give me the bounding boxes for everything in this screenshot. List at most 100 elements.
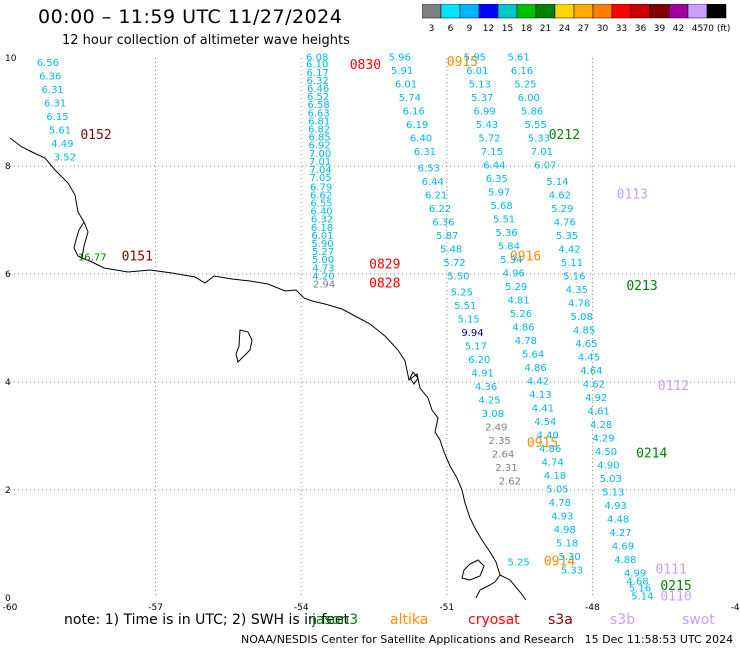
wave-height-value: 4.45 [578, 352, 600, 363]
wave-height-value: 6.81 [308, 116, 330, 127]
wave-height-value: 6.92 [308, 141, 330, 152]
satellite-s3b: s3b [610, 612, 636, 628]
wave-height-value: 5.05 [546, 485, 568, 496]
wave-height-value: 5.29 [551, 204, 573, 215]
wave-height-value: 5.48 [440, 244, 462, 255]
wave-height-value: 5.27 [312, 247, 334, 258]
wave-height-value: 5.96 [389, 53, 411, 64]
wave-height-value: 4.74 [541, 458, 563, 469]
wave-height-value: 5.90 [311, 239, 333, 250]
wave-height-value: 7.05 [309, 173, 331, 184]
wave-height-value: 6.36 [432, 217, 454, 228]
track-pass-label: 0828 [369, 277, 400, 292]
wave-height-value: 6.32 [307, 76, 329, 87]
wave-height-value: 4.50 [595, 447, 617, 458]
wave-height-value: 6.36 [39, 72, 61, 83]
wave-height-value: 6.44 [422, 177, 444, 188]
wave-height-value: 6.82 [308, 125, 330, 136]
wave-height-value: 5.91 [391, 66, 413, 77]
track-pass-label: 0151 [122, 250, 153, 265]
wave-height-value: 6.01 [395, 80, 417, 91]
lake-shape [235, 329, 253, 363]
wave-height-value: 5.55 [524, 120, 546, 131]
track-0215: 5.16 0215 [629, 579, 692, 595]
wave-height-value: 2.35 [489, 436, 511, 447]
track-0828: 4.202.94 0828 [312, 271, 400, 291]
wave-height-value: 5.87 [436, 231, 458, 242]
scale-swatch [706, 4, 727, 19]
wave-height-value: 5.00 [312, 255, 334, 266]
map-grid [10, 58, 738, 598]
wave-height-value: 6.55 [310, 199, 332, 210]
wave-height-value: 5.97 [488, 188, 510, 199]
scale-label: 6 [448, 24, 454, 34]
color-scale-legend: 3 6 9 12 15 18 21 24 27 30 33 36 39 42 45 70 (ft) [422, 4, 730, 34]
wave-height-value: 4.42 [558, 244, 580, 255]
wave-height-value: 5.30 [558, 552, 580, 563]
scale-label: 39 [654, 24, 666, 34]
coastline-small-island [409, 371, 419, 385]
satellite-cryosat: cryosat [468, 612, 520, 628]
wave-height-value: 4.85 [573, 325, 595, 336]
wave-height-value: 6.31 [44, 99, 66, 110]
satellite-jason3: jason3 [312, 612, 359, 628]
wave-height-value: 4.78 [549, 498, 571, 509]
y-tick-label: 6 [5, 270, 11, 280]
wave-height-value: 5.25 [451, 288, 473, 299]
track-0829: 6.796.626.556.406.326.186.015.905.275.00… [310, 182, 401, 274]
wave-height-value: 5.43 [476, 120, 498, 131]
wave-height-value: 9.94 [461, 328, 483, 339]
wave-height-value: 5.61 [507, 53, 529, 64]
track-pass-label: 0111 [655, 563, 686, 578]
wave-height-value: 5.13 [602, 487, 624, 498]
wave-height-value: 6.35 [486, 174, 508, 185]
wave-height-value: 5.25 [514, 80, 536, 91]
track-0213: 5.14 4.62 5.29 4.76 5.35 4.42 5.11 5.16 4.35 4.78… [546, 177, 657, 377]
track-pass-label: 0212 [549, 128, 580, 143]
wave-height-value: 4.91 [472, 369, 494, 380]
wave-height-value: 5.72 [443, 258, 465, 269]
wave-height-value: 6.58 [308, 100, 330, 111]
track-0112: 5.64 4.86 4.42 4.13 4.41 4.54 4.40 4.86 4.74 4.18… [522, 350, 689, 577]
x-tick-label: -57 [148, 603, 163, 613]
y-tick-label: 8 [5, 162, 11, 172]
island-shape [461, 559, 485, 581]
wave-height-value: 5.18 [556, 539, 578, 550]
wave-height-value: 6.40 [310, 207, 332, 218]
wave-height-value: 4.98 [554, 525, 576, 536]
wave-height-value: 6.16 [403, 107, 425, 118]
wave-height-value: 5.74 [399, 93, 421, 104]
wave-height-value: 5.72 [478, 134, 500, 145]
wave-height-value: 4.90 [597, 460, 619, 471]
wave-height-value: 4.25 [478, 396, 500, 407]
wave-height-value: 4.96 [503, 269, 525, 280]
wave-height-value: 5.37 [471, 93, 493, 104]
scale-label: 3 [429, 24, 435, 34]
wave-height-value: 4.62 [583, 379, 605, 390]
wave-height-value: 4.28 [590, 420, 612, 431]
wave-height-value: 4.48 [607, 514, 629, 525]
x-tick-label: -48 [585, 603, 600, 613]
wave-height-value: 2.62 [499, 477, 521, 488]
wave-height-value: 6.46 [307, 84, 329, 95]
wave-height-value: 6.07 [534, 161, 556, 172]
wave-height-value: 5.11 [561, 258, 583, 269]
wave-height-value: 4.81 [507, 296, 529, 307]
track-0915: 5.96 5.91 6.01 5.74 6.16 6.19 6.40 6.31 6.53 6.44… [389, 53, 498, 393]
coastline [9, 137, 527, 601]
scale-label: 12 [483, 24, 494, 34]
coastline-inlet [73, 221, 85, 259]
wave-height-value: 4.93 [605, 501, 627, 512]
track-pass-label: 0829 [369, 258, 400, 273]
track-pass-label: 0152 [80, 128, 111, 143]
y-tick-label: 2 [5, 486, 11, 496]
wave-height-value: 5.33 [561, 566, 583, 577]
wave-height-value: 4.68 [626, 577, 648, 588]
wave-height-value: 5.64 [522, 350, 544, 361]
wave-height-value: 7.00 [309, 149, 331, 160]
wave-height-value: 5.50 [447, 271, 469, 282]
wave-height-value: 5.16 [563, 271, 585, 282]
wave-height-value: 6.08 [306, 53, 328, 64]
wave-height-value: 4.78 [515, 336, 537, 347]
wave-height-value: 4.92 [585, 393, 607, 404]
